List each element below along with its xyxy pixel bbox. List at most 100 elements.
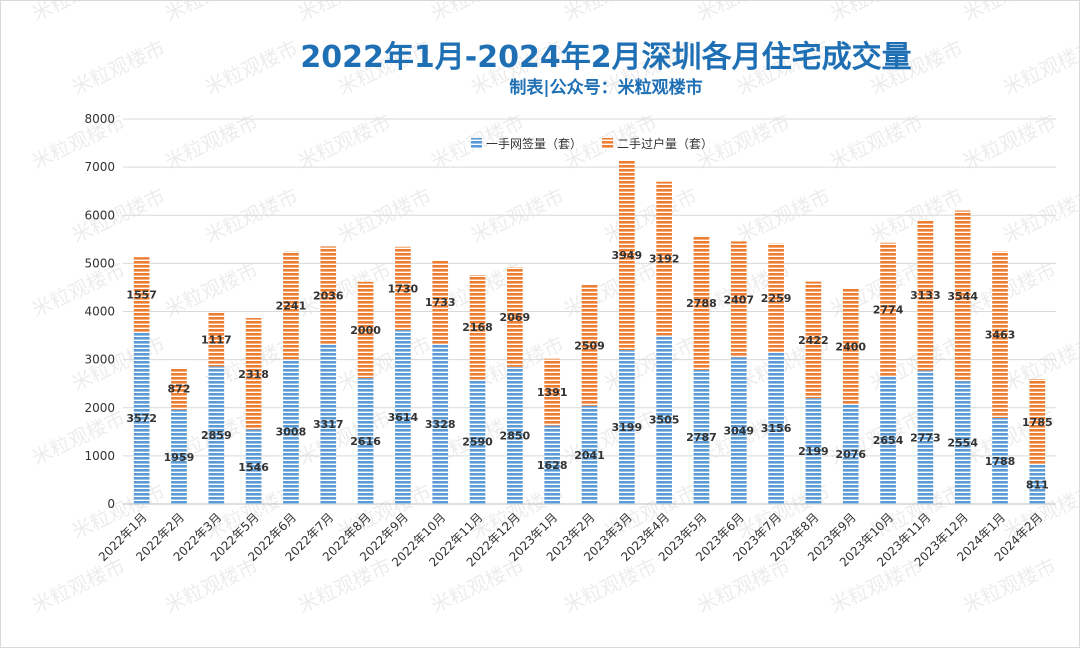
- bar-series1: [320, 344, 337, 504]
- data-label-series2: 2000: [350, 324, 381, 337]
- data-label-series2: 1733: [425, 296, 456, 309]
- bar-series1: [432, 343, 449, 504]
- data-label-series1: 2199: [798, 445, 829, 458]
- y-tick-label: 2000: [84, 401, 115, 415]
- data-label-series2: 3544: [947, 290, 978, 303]
- bar-series2: [171, 367, 187, 410]
- bar-series2: [618, 160, 635, 351]
- bar-series1: [805, 398, 822, 504]
- data-label-series2: 2422: [798, 334, 829, 347]
- bar-series2: [283, 251, 299, 360]
- data-label-series1: 2859: [201, 429, 232, 442]
- watermark-text: 米粒观楼市: [161, 554, 262, 618]
- bar-series2: [880, 242, 896, 377]
- data-labels: 3572 1557 1959 872 2859 1117 1546 2318 3008 2241 3…: [126, 249, 1052, 491]
- data-label-series1: 2787: [686, 431, 717, 444]
- watermark-text: 米粒观楼市: [826, 1, 927, 26]
- bar-series2: [656, 181, 672, 336]
- data-label-series1: 2654: [873, 434, 904, 447]
- watermark-text: 米粒观楼市: [294, 554, 395, 618]
- bar-series1: [656, 335, 672, 504]
- bar-series1: [618, 350, 635, 504]
- watermark-text: 米粒观楼市: [560, 554, 661, 618]
- chart-title: 2022年1月-2024年2月深圳各月住宅成交量: [300, 40, 911, 75]
- watermark-text: 米粒观楼市: [600, 332, 701, 396]
- watermark-text: 米粒观楼市: [693, 1, 794, 26]
- data-label-series2: 1557: [126, 289, 157, 302]
- bar-series1: [357, 378, 374, 504]
- data-label-series2: 2400: [835, 340, 866, 353]
- legend-label-series2: 二手过户量（套）: [617, 136, 713, 151]
- data-label-series2: 2509: [574, 339, 605, 352]
- data-label-series1: 1546: [238, 461, 269, 474]
- watermark-text: 米粒观楼市: [560, 1, 661, 26]
- bar-series2: [208, 312, 225, 367]
- bar-series2: [917, 219, 934, 371]
- data-label-series1: 2850: [500, 429, 531, 442]
- watermark-text: 米粒观楼市: [161, 1, 262, 26]
- data-label-series1: 2076: [835, 448, 866, 461]
- data-label-series1: 3614: [388, 411, 419, 424]
- data-label-series2: 872: [167, 383, 190, 396]
- data-label-series1: 3156: [761, 422, 792, 435]
- data-label-series1: 3008: [276, 426, 307, 439]
- data-label-series2: 2259: [761, 292, 792, 305]
- y-tick-label: 8000: [84, 112, 115, 126]
- bar-series1: [133, 332, 150, 504]
- data-label-series1: 3328: [425, 418, 456, 431]
- y-tick-label: 7000: [84, 160, 115, 174]
- data-label-series2: 3133: [910, 289, 941, 302]
- data-label-series2: 1785: [1022, 416, 1053, 429]
- bar-series2: [1029, 379, 1046, 465]
- y-tick-label: 4000: [84, 305, 115, 319]
- data-label-series2: 2774: [873, 304, 904, 317]
- data-label-series1: 1788: [985, 455, 1016, 468]
- watermark-text: 米粒观楼市: [68, 332, 169, 396]
- data-label-series2: 1117: [201, 334, 232, 347]
- data-label-series2: 1730: [388, 282, 419, 295]
- bar-series1: [768, 352, 784, 504]
- data-label-series1: 2041: [574, 449, 605, 462]
- data-label-series1: 1959: [164, 451, 195, 464]
- chart-subtitle: 制表|公众号：米粒观楼市: [509, 77, 702, 98]
- bar-series2: [842, 288, 859, 405]
- watermark-text: 米粒观楼市: [959, 1, 1060, 26]
- bar-series2: [432, 260, 449, 344]
- data-label-series2: 2318: [238, 368, 269, 381]
- legend-label-series1: 一手网签量（套）: [486, 136, 582, 151]
- data-label-series1: 3505: [649, 414, 680, 427]
- bar-series1: [581, 405, 598, 504]
- bar-series1: [208, 366, 225, 504]
- bar-series2: [245, 318, 262, 430]
- bar-series2: [507, 267, 523, 367]
- data-label-series1: 2590: [462, 436, 493, 449]
- watermark-text: 米粒观楼市: [68, 36, 169, 100]
- data-label-series2: 3192: [649, 253, 680, 266]
- data-label-series2: 2788: [686, 297, 717, 310]
- bar-series1: [917, 370, 934, 504]
- bar-series1: [992, 417, 1008, 504]
- bar-series1: [730, 357, 747, 504]
- bar-series1: [693, 369, 710, 504]
- legend: 一手网签量（套） 二手过户量（套）: [471, 136, 713, 151]
- data-label-series2: 3949: [612, 249, 643, 262]
- bar-series2: [805, 281, 822, 399]
- y-tick-label: 6000: [84, 208, 115, 222]
- bar-series2: [693, 235, 710, 370]
- legend-swatch-series2: [602, 138, 613, 149]
- data-label-series2: 2168: [462, 321, 493, 334]
- bars: [133, 160, 1046, 504]
- bar-series2: [768, 243, 784, 353]
- watermark-text: 米粒观楼市: [693, 554, 794, 618]
- data-label-series2: 2036: [313, 289, 344, 302]
- watermark-text: 米粒观楼市: [201, 36, 302, 100]
- y-axis-ticks: 0 1000 2000 3000 4000 5000 6000 7000 8000: [84, 112, 115, 511]
- watermark-text: 米粒观楼市: [999, 36, 1079, 100]
- bar-series2: [954, 210, 971, 382]
- bar-series2: [992, 251, 1008, 418]
- data-label-series1: 3049: [723, 425, 754, 438]
- bar-series1: [842, 404, 859, 504]
- bar-series2: [357, 281, 374, 379]
